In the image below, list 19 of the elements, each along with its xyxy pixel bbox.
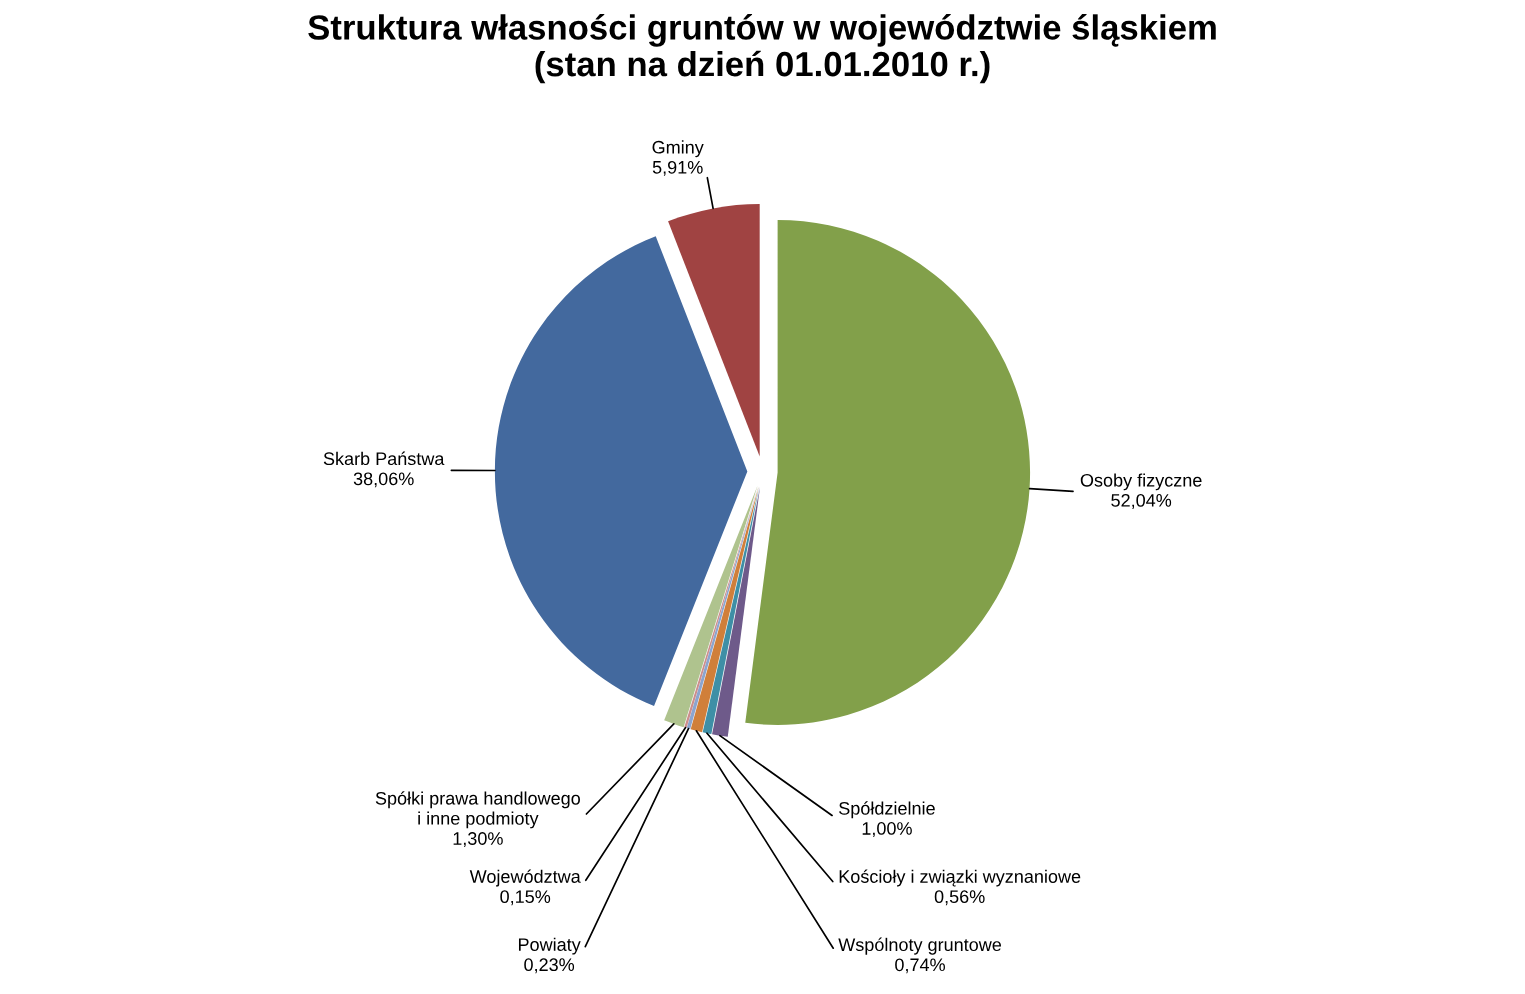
slice-label: Skarb Państwa — [323, 451, 445, 466]
slice-label: Wspólnoty gruntowe — [838, 937, 1002, 955]
data-label: 1,30% — [453, 832, 503, 848]
data-label: 38,06% — [353, 472, 414, 488]
slice-label: Spółdzielnie — [839, 801, 935, 819]
data-label: 0,15% — [500, 890, 551, 906]
slice-label: Spółki prawa handlowego i inne podmioty — [375, 791, 580, 829]
data-label: 5,91% — [652, 160, 703, 176]
data-label: 0,56% — [934, 890, 985, 906]
data-label: 0,74% — [895, 958, 945, 974]
data-label: 0,23% — [524, 958, 575, 974]
slice-label: Osoby fizyczne — [1080, 473, 1202, 491]
chart-title: Struktura własności gruntów w województwie śląskiem (stan na dzień 01.01.2010 r.) — [308, 14, 1216, 84]
data-label: 52,04% — [1111, 493, 1172, 509]
slice-label: Województwa — [469, 869, 581, 887]
slice-label: Gminy — [652, 140, 704, 158]
data-label: 1,00% — [862, 822, 912, 837]
slice-label: Powiaty — [518, 937, 581, 955]
slice-label: Kościoły i związki wyznaniowe — [839, 869, 1081, 887]
